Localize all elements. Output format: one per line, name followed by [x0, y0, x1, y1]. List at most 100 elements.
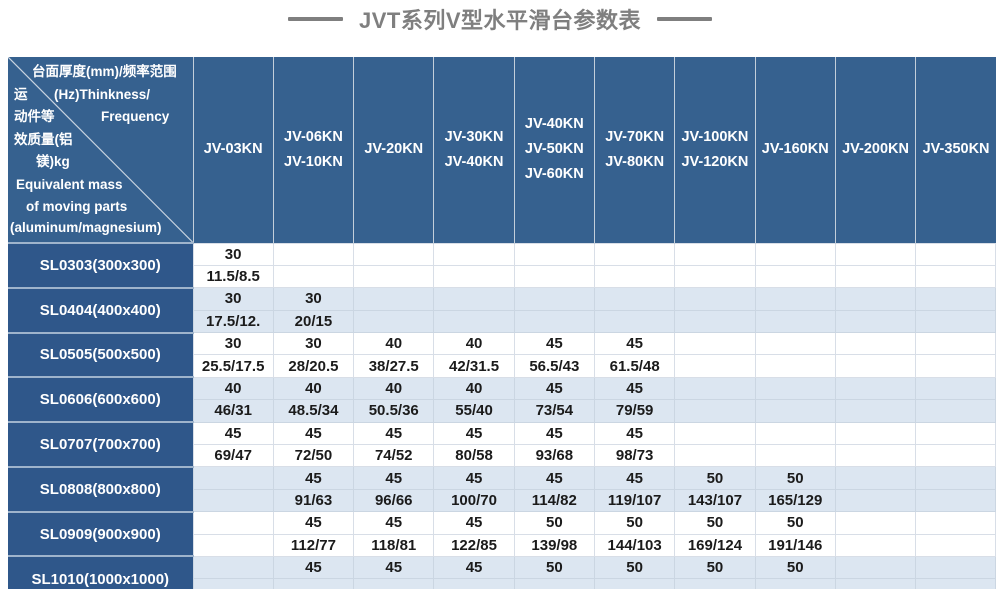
- thickness-cell: 45: [353, 511, 435, 535]
- table-row: SL0505(500x500) 30 30 40 40 45 45: [8, 331, 997, 378]
- frequency-cell: [674, 444, 756, 468]
- thickness-cell: [834, 421, 917, 446]
- frequency-cell: 144/103: [593, 533, 676, 557]
- thickness-cell: 45: [513, 466, 595, 490]
- frequency-cell: 50.5/36: [353, 399, 435, 423]
- frequency-cell: 69/47: [192, 444, 274, 468]
- column-header-9: JV-200KN: [834, 57, 916, 243]
- table-row: 46/31 48.5/34 50.5/36 55/40 73/54 79/59: [8, 399, 997, 423]
- frequency-cell: [915, 399, 997, 423]
- thickness-cell: 45: [593, 332, 676, 356]
- thickness-cell: [353, 242, 435, 266]
- frequency-cell: [353, 264, 435, 289]
- frequency-cell: [834, 309, 917, 334]
- corner-label: of moving parts: [26, 199, 128, 214]
- thickness-cell: [915, 332, 997, 356]
- thickness-cell: 40: [272, 376, 355, 401]
- frequency-cell: 119/107: [593, 488, 676, 513]
- thickness-cell: 45: [593, 421, 676, 446]
- thickness-cell: 40: [433, 376, 515, 401]
- column-header-5: JV-40KN JV-50KN JV-60KN: [513, 57, 595, 243]
- header-row: 台面厚度(mm)/频率范围 运 (Hz)Thinkness/ 动件等 Frequ…: [8, 57, 996, 243]
- frequency-cell: 165/129: [754, 488, 836, 513]
- thickness-cell: [272, 242, 355, 266]
- row-label: SL0404(400x400): [8, 286, 193, 333]
- frequency-cell: 17.5/12.: [192, 309, 274, 334]
- thickness-cell: [754, 332, 836, 356]
- frequency-cell: [674, 578, 756, 589]
- frequency-cell: 118/81: [353, 533, 435, 557]
- column-header-4: JV-30KN JV-40KN: [433, 57, 515, 243]
- thickness-cell: 45: [433, 555, 515, 580]
- frequency-cell: [834, 354, 917, 378]
- column-header-label: JV-100KN: [681, 128, 749, 145]
- column-header-10: JV-350KN: [915, 57, 996, 243]
- frequency-cell: [513, 264, 595, 289]
- thickness-cell: 30: [192, 242, 274, 266]
- frequency-cell: 46/31: [192, 399, 274, 423]
- frequency-cell: 98/73: [593, 444, 676, 468]
- corner-label: 台面厚度(mm)/频率范围: [32, 64, 177, 79]
- thickness-cell: [353, 287, 435, 311]
- frequency-cell: [593, 309, 676, 334]
- column-header-label: JV-70KN: [605, 128, 665, 145]
- thickness-cell: 45: [272, 466, 355, 490]
- thickness-cell: 45: [353, 466, 435, 490]
- frequency-cell: 79/59: [593, 399, 676, 423]
- thickness-cell: 30: [192, 287, 274, 311]
- frequency-cell: [433, 264, 515, 289]
- thickness-cell: 50: [754, 511, 836, 535]
- row-label: SL0909(900x900): [8, 510, 193, 557]
- thickness-cell: [834, 511, 917, 535]
- table-row: 25.5/17.5 28/20.5 38/27.5 42/31.5 56.5/43 61.…: [8, 354, 997, 378]
- table-row: SL0303(300x300) 30: [8, 242, 997, 288]
- thickness-cell: 45: [353, 555, 435, 580]
- frequency-cell: [915, 578, 997, 589]
- frequency-cell: [915, 533, 997, 557]
- corner-label: 运: [14, 87, 28, 102]
- table-row: SL0707(700x700) 45 45 45 45 45 45: [8, 421, 997, 467]
- column-header-label: JV-06KN: [284, 128, 343, 145]
- thickness-cell: 45: [272, 511, 355, 535]
- frequency-cell: [834, 399, 917, 423]
- column-header-label: JV-80KN: [605, 153, 665, 170]
- frequency-cell: [593, 264, 676, 289]
- thickness-cell: [834, 376, 917, 401]
- frequency-cell: [513, 578, 595, 589]
- column-header-2: JV-06KN JV-10KN: [272, 57, 354, 243]
- frequency-cell: 96/66: [353, 488, 435, 513]
- thickness-cell: [915, 376, 997, 401]
- thickness-cell: [915, 287, 997, 311]
- thickness-cell: [192, 555, 274, 580]
- thickness-cell: [834, 242, 917, 266]
- thickness-cell: [834, 555, 917, 580]
- thickness-cell: 50: [674, 555, 756, 580]
- frequency-cell: 74/52: [353, 444, 435, 468]
- table-row: SL0909(900x900) 45 45 45 50 50 50 50: [8, 510, 997, 557]
- corner-label: 效质量(铝: [14, 132, 73, 147]
- frequency-cell: [272, 578, 355, 589]
- row-label: SL1010(1000x1000): [8, 555, 193, 589]
- frequency-cell: 42/31.5: [433, 354, 515, 378]
- thickness-cell: [754, 376, 836, 401]
- frequency-cell: [674, 399, 756, 423]
- thickness-cell: 30: [192, 332, 274, 356]
- frequency-cell: 122/85: [433, 533, 515, 557]
- frequency-cell: [834, 533, 917, 557]
- frequency-cell: [674, 264, 756, 289]
- table-row: 11.5/8.5: [8, 264, 997, 289]
- frequency-cell: 48.5/34: [272, 399, 355, 423]
- page-title-text: JVT系列V型水平滑台参数表: [358, 8, 642, 33]
- thickness-cell: 50: [754, 466, 836, 490]
- thickness-cell: 50: [674, 466, 756, 490]
- column-header-label: JV-40KN: [444, 153, 504, 170]
- thickness-cell: 40: [353, 332, 435, 356]
- thickness-cell: [915, 466, 997, 490]
- frequency-cell: [272, 264, 355, 289]
- thickness-cell: 45: [433, 511, 515, 535]
- table-row: 112/77 118/81 122/85 139/98 144/103 169/124 19…: [8, 533, 997, 557]
- thickness-cell: 45: [192, 421, 274, 446]
- thickness-cell: [513, 242, 595, 266]
- frequency-cell: [593, 578, 676, 589]
